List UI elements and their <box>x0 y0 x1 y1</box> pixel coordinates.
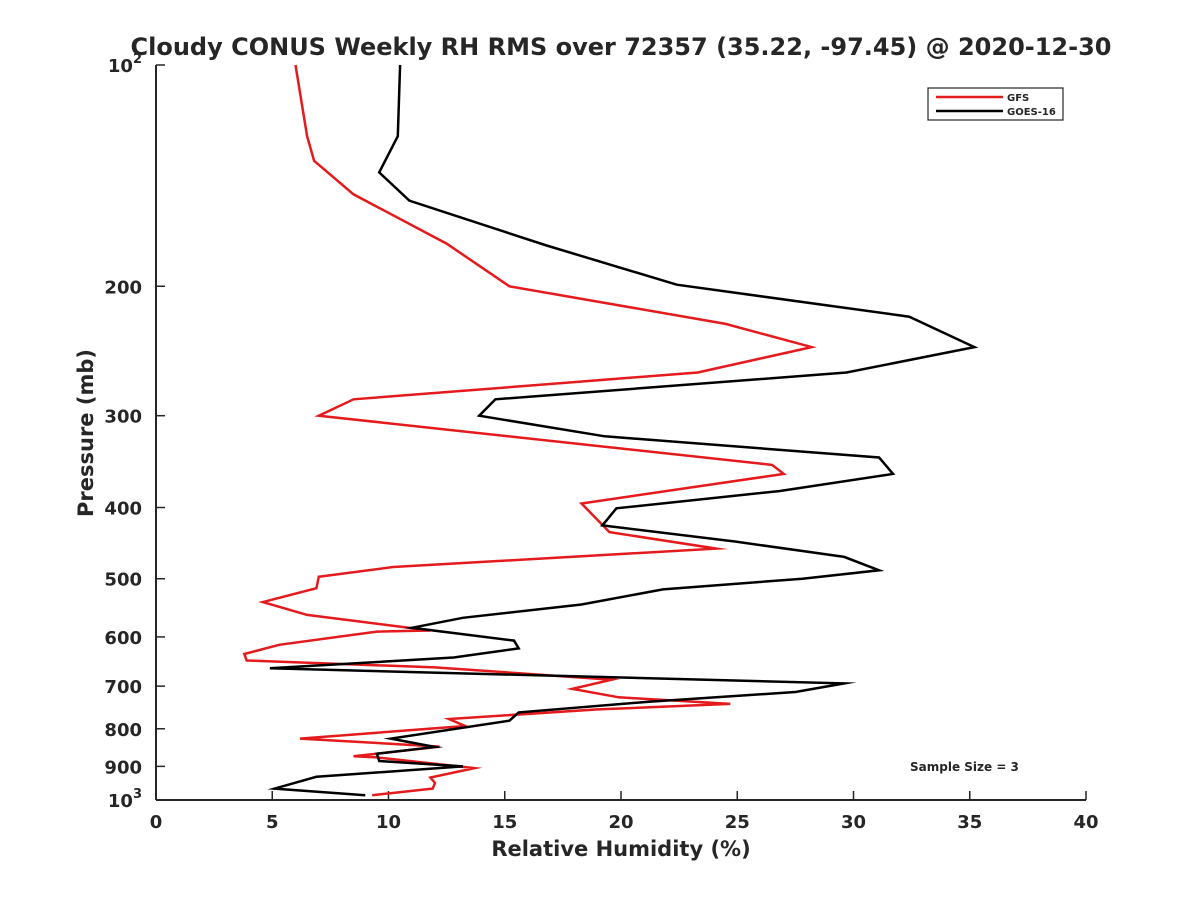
series-line-goes16 <box>267 64 979 797</box>
series-layer <box>242 64 979 797</box>
x-tick-label: 20 <box>608 812 633 833</box>
legend-box <box>927 87 1064 121</box>
y-tick-label: 102 <box>108 52 142 77</box>
y-tick-label: 700 <box>104 677 142 698</box>
y-tick-label: 900 <box>104 757 142 778</box>
x-tick-label: 10 <box>376 812 401 833</box>
y-axis-label: Pressure (mb) <box>74 349 98 517</box>
y-tick-label: 103 <box>108 787 142 812</box>
x-tick-label: 0 <box>150 812 163 833</box>
y-tick-label: 300 <box>104 407 142 428</box>
x-ticks: 0 5 10 15 20 25 30 35 40 <box>150 791 1099 833</box>
y-tick-label: 500 <box>104 570 142 591</box>
sample-size-annotation: Sample Size = 3 <box>910 760 1019 774</box>
y-tick-label: 600 <box>104 628 142 649</box>
x-tick-label: 35 <box>957 812 982 833</box>
legend-label-gfs: GFS <box>1007 93 1029 104</box>
x-tick-label: 30 <box>841 812 866 833</box>
y-ticks: 102 200 300 400 500 600 700 800 900 103 <box>104 52 165 812</box>
plot-area <box>155 65 1086 801</box>
x-tick-label: 40 <box>1073 812 1098 833</box>
chart-title: Cloudy CONUS Weekly RH RMS over 72357 (3… <box>131 33 1112 61</box>
y-tick-label: 200 <box>104 277 142 298</box>
x-tick-label: 15 <box>492 812 517 833</box>
legend: GFS GOES-16 <box>927 87 1064 121</box>
x-axis-label: Relative Humidity (%) <box>491 837 750 861</box>
series-line-gfs <box>242 64 817 797</box>
x-tick-label: 25 <box>725 812 750 833</box>
y-tick-label: 400 <box>104 499 142 520</box>
x-tick-label: 5 <box>266 812 279 833</box>
legend-label-goes16: GOES-16 <box>1007 107 1056 118</box>
y-tick-label: 800 <box>104 720 142 741</box>
